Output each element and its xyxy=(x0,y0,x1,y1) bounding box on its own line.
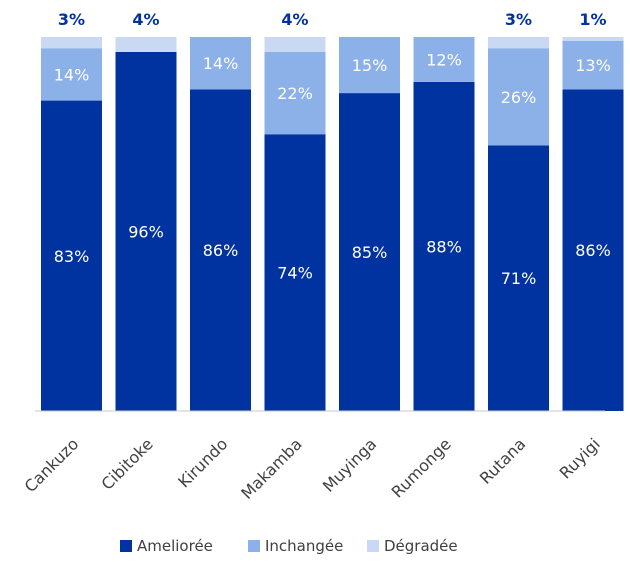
bar-segment-amelioree-cibitoke xyxy=(115,51,177,412)
category-label-rutana: Rutana xyxy=(476,434,529,487)
data-label-amelioree-rutana: 71% xyxy=(501,269,537,288)
data-label-amelioree-makamba: 74% xyxy=(277,264,313,283)
bar-segment-amelioree-ruyigi xyxy=(562,89,624,412)
bar-segment-amelioree-makamba xyxy=(264,134,326,412)
legend: Ameliorée Inchangée Dégradée xyxy=(120,537,458,555)
data-label-inchangee-cankuzo: 14% xyxy=(54,65,90,84)
bar-segment-inchangee-muyinga xyxy=(339,37,400,94)
bar-segment-inchangee-kirundo xyxy=(190,37,251,90)
data-label-inchangee-ruyigi: 13% xyxy=(575,56,611,75)
data-label-degradee-ruyigi: 1% xyxy=(579,10,606,29)
bar-segment-degradee-makamba xyxy=(264,37,326,52)
bar-segment-inchangee-makamba xyxy=(264,51,326,135)
bars-group: 83% 14% 3% 96% 4% 86% 14% 74% 22% 4% 85% 15% 88% 12% 7… xyxy=(41,10,624,412)
data-label-degradee-cibitoke: 4% xyxy=(132,10,159,29)
bar-segment-amelioree-kirundo xyxy=(190,89,251,412)
bar-segment-degradee-ruyigi xyxy=(562,37,624,41)
bar-segment-amelioree-cankuzo xyxy=(41,100,102,411)
data-label-inchangee-kirundo: 14% xyxy=(203,54,239,73)
data-label-degradee-rutana: 3% xyxy=(505,10,532,29)
category-label-cankuzo: Cankuzo xyxy=(21,434,83,496)
legend-swatch-degradee xyxy=(367,540,379,552)
data-label-inchangee-muyinga: 15% xyxy=(352,56,388,75)
category-label-cibitoke: Cibitoke xyxy=(98,434,157,493)
category-label-muyinga: Muyinga xyxy=(319,434,380,495)
category-label-makamba: Makamba xyxy=(237,434,306,503)
bar-segment-degradee-cankuzo xyxy=(41,37,102,49)
data-label-amelioree-muyinga: 85% xyxy=(352,243,388,262)
data-label-amelioree-cibitoke: 96% xyxy=(128,222,164,241)
data-label-amelioree-cankuzo: 83% xyxy=(54,247,90,266)
bar-segment-inchangee-rutana xyxy=(488,48,549,146)
legend-label-degradee: Dégradée xyxy=(384,537,458,555)
category-labels: Cankuzo Cibitoke Kirundo Makamba Muyinga Rumo… xyxy=(21,434,604,503)
bar-segment-inchangee-cankuzo xyxy=(41,48,102,101)
category-label-ruyigi: Ruyigi xyxy=(556,434,604,482)
legend-swatch-inchangee xyxy=(248,540,260,552)
category-label-rumonge: Rumonge xyxy=(388,434,455,501)
data-label-amelioree-kirundo: 86% xyxy=(203,241,239,260)
data-label-inchangee-rumonge: 12% xyxy=(426,50,462,69)
legend-label-amelioree: Ameliorée xyxy=(137,537,213,555)
data-label-degradee-makamba: 4% xyxy=(281,10,308,29)
bar-segment-amelioree-muyinga xyxy=(339,93,400,411)
data-label-inchangee-makamba: 22% xyxy=(277,84,313,103)
bar-segment-inchangee-rumonge xyxy=(413,37,475,82)
data-label-degradee-cankuzo: 3% xyxy=(58,10,85,29)
category-label-kirundo: Kirundo xyxy=(174,434,231,491)
bar-segment-amelioree-rumonge xyxy=(413,81,475,411)
bar-segment-inchangee-ruyigi xyxy=(562,40,624,90)
bar-segment-degradee-rutana xyxy=(488,37,549,49)
bar-segment-amelioree-rutana xyxy=(488,145,549,411)
bar-segment-degradee-cibitoke xyxy=(115,37,177,52)
data-label-amelioree-ruyigi: 86% xyxy=(575,241,611,260)
legend-swatch-amelioree xyxy=(120,540,132,552)
data-label-amelioree-rumonge: 88% xyxy=(426,237,462,256)
data-label-inchangee-rutana: 26% xyxy=(501,88,537,107)
legend-label-inchangee: Inchangée xyxy=(265,537,343,555)
